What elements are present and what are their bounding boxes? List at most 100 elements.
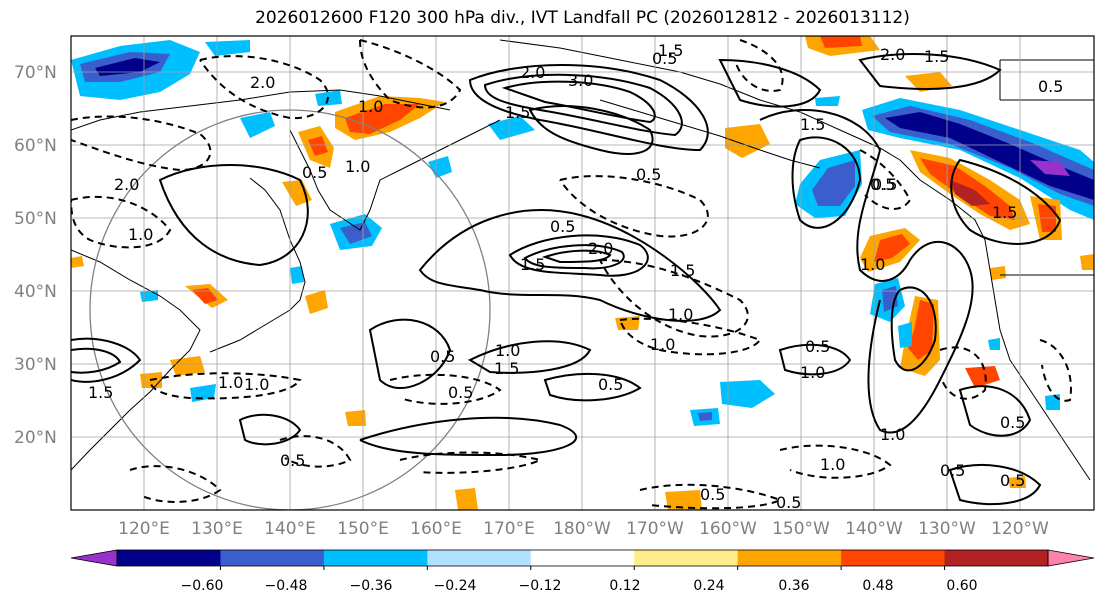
- contour-label: 0.5: [1038, 77, 1063, 96]
- lon-label: 130°E: [191, 519, 243, 539]
- colorbar-tick-label: −0.48: [265, 578, 308, 594]
- colorbar-tick-label: −0.12: [519, 578, 562, 594]
- shade-blue: [240, 112, 275, 138]
- coastline-alaska-south: [599, 99, 821, 169]
- shade-orange: [1008, 476, 1026, 488]
- contour-label: 0.5: [805, 337, 830, 356]
- contour-solid: [418, 209, 722, 322]
- colorbar-tick-label: 0.36: [778, 578, 809, 594]
- shade-red: [308, 136, 328, 156]
- lat-label-70n: 70°N: [14, 63, 57, 83]
- contour-label: 1.5: [670, 261, 695, 280]
- shade-blue: [205, 40, 250, 56]
- contour-dashed: [779, 444, 892, 479]
- range-circle: [89, 109, 491, 510]
- shade-red: [874, 234, 910, 262]
- contour-label: 1.0: [800, 363, 825, 382]
- shade-navy: [885, 112, 1094, 200]
- shade-darkblue: [340, 222, 372, 244]
- lon-label: 120°W: [991, 519, 1049, 539]
- contour-solid: [483, 73, 683, 137]
- contour-label: 1.0: [820, 455, 845, 474]
- contour-solid: [71, 337, 142, 383]
- contour-label: 0.5: [940, 461, 965, 480]
- contour-dashed: [639, 483, 783, 510]
- contour-label: 3.0: [568, 71, 593, 90]
- contour-label: 2.0: [880, 45, 905, 64]
- shade-orange: [282, 180, 312, 206]
- shade-blue: [428, 156, 452, 178]
- contour-solid: [890, 286, 937, 372]
- contour-label: 1.5: [88, 383, 113, 402]
- colorbar-arrow-left: [70, 549, 118, 567]
- contour-solid: [467, 340, 592, 374]
- contour-label: 0.5: [280, 451, 305, 470]
- shade-orange: [665, 490, 702, 510]
- longitude-labels: 120°E 130°E 140°E 150°E 160°E 170°E 180°…: [118, 519, 1049, 539]
- shade-darkblue: [698, 412, 712, 421]
- colorbar-tick-label: 0.48: [862, 578, 893, 594]
- colorbar-segment: [530, 550, 635, 566]
- contour-label: 1.0: [345, 157, 370, 176]
- contour-dashed: [71, 115, 212, 172]
- colorbar-segment: [737, 550, 842, 566]
- solid-contours: [71, 53, 1062, 506]
- contour-solid: [508, 234, 649, 277]
- contour-dashed: [399, 451, 543, 474]
- contour-label: 1.0: [128, 225, 153, 244]
- contour-label: 1.0: [880, 425, 905, 444]
- contour-solid: [368, 318, 452, 390]
- contour-solid: [950, 158, 1062, 245]
- lon-label: 120°E: [118, 519, 170, 539]
- shade-orange: [345, 410, 366, 426]
- shade-blue: [720, 380, 775, 408]
- coastlines: [71, 39, 1094, 481]
- shade-darkred: [950, 180, 990, 206]
- colorbar-segment: [117, 550, 221, 566]
- shaded-fields: [71, 36, 1094, 510]
- contour-solid: [238, 413, 302, 446]
- shade-blue: [488, 116, 535, 140]
- colorbar-frame: [116, 549, 1049, 567]
- contour-label: 0.5: [872, 175, 897, 194]
- latitude-labels: 70°N 60°N 50°N 40°N 30°N 20°N: [14, 63, 57, 448]
- contour-solid: [958, 385, 1032, 437]
- lon-label: 160°W: [699, 519, 757, 539]
- shade-blue: [898, 322, 912, 348]
- contour-label: 1.5: [924, 47, 949, 66]
- map-area: 2.0 3.0 1.5 1.5 2.0 0.5 1.0 0.5 1.0 1.5 …: [71, 36, 1094, 510]
- contour-label: 1.0: [218, 373, 243, 392]
- plot-title: 2026012600 F120 300 hPa div., IVT Landfa…: [255, 8, 910, 28]
- shade-orange: [305, 290, 328, 314]
- contour-dashed: [149, 372, 302, 400]
- contour-solid: [541, 249, 612, 264]
- lat-label-20n: 20°N: [14, 428, 57, 448]
- lon-label: 150°E: [337, 519, 389, 539]
- shade-orange: [71, 256, 84, 268]
- shade-red: [345, 104, 420, 134]
- colorbar: [70, 549, 1095, 570]
- contour-solid: [501, 80, 656, 124]
- colorbar-segment: [944, 550, 1049, 566]
- coastline-kuril-japan: [209, 177, 306, 353]
- lon-label: 170°W: [626, 519, 684, 539]
- contour-solid: [359, 416, 577, 457]
- contour-label: 0.5: [448, 383, 473, 402]
- lon-label: 160°E: [410, 519, 462, 539]
- contour-label: 0.5: [1000, 471, 1025, 490]
- colorbar-tick-label: −0.60: [181, 578, 224, 594]
- contour-solid: [791, 136, 862, 229]
- colorbar-tick-label: 0.60: [946, 578, 977, 594]
- colorbar-tick-label: −0.24: [434, 578, 477, 594]
- contour-dashed: [129, 465, 222, 503]
- coastline-na-interior: [999, 59, 1094, 276]
- colorbar-arrow-right: [1047, 549, 1095, 567]
- dashed-contours: [71, 39, 1072, 510]
- map-frame: [70, 35, 1095, 511]
- contour-solid: [468, 64, 709, 152]
- shade-orange: [905, 72, 952, 92]
- lon-label: 170°E: [483, 519, 535, 539]
- contour-label: 1.0: [244, 375, 269, 394]
- contour-label: 0.5: [652, 49, 677, 68]
